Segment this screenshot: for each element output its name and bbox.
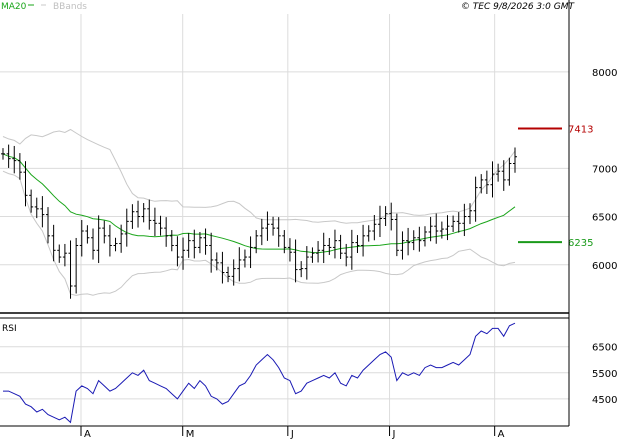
price-tick-label: 7000	[592, 164, 617, 175]
ma20-line	[2, 153, 516, 254]
copyright-label: © TEC 9/8/2026 3:0 GMT	[461, 2, 576, 12]
support-level-label-bg	[566, 236, 592, 249]
bb-legend-label: BBands	[53, 2, 87, 12]
price-tick-label: 6500	[592, 213, 617, 224]
rsi-panel-bg	[0, 318, 569, 425]
rsi-line	[3, 322, 516, 424]
x-tick-label: J	[290, 429, 294, 440]
x-tick-label: A	[498, 429, 505, 440]
rsi-label: RSI	[2, 324, 17, 334]
bband-lower	[2, 170, 516, 296]
rsi-tick-label: 6500	[592, 343, 617, 354]
price-panel-bg	[0, 0, 569, 313]
support-level-label: 6235	[568, 238, 593, 249]
ma-legend-label: MA20	[1, 2, 27, 12]
x-tick-label: J	[392, 429, 396, 440]
resistance-level-label-bg	[566, 122, 592, 135]
resistance-level-label: 7413	[568, 124, 593, 135]
price-tick-label: 6000	[592, 261, 617, 272]
rsi-tick-label: 4500	[592, 395, 617, 406]
rsi-tick-label: 5500	[592, 369, 617, 380]
x-tick-label: M	[186, 429, 195, 440]
bband-upper	[2, 128, 516, 224]
price-tick-label: 8000	[592, 68, 617, 79]
x-tick-label: A	[84, 429, 91, 440]
